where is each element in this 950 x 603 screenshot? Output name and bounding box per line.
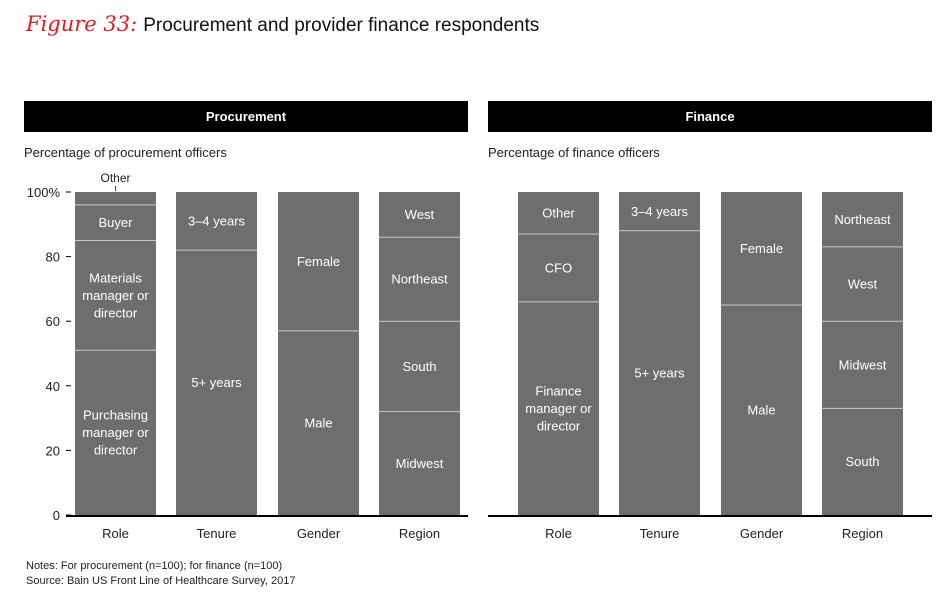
- finance-bar-segment: [619, 230, 700, 515]
- procurement-segment-label: Purchasing manager or director: [82, 408, 149, 458]
- notes-text: Notes: For procurement (n=100); for fina…: [26, 560, 283, 572]
- finance-bar-segment: [619, 192, 700, 231]
- finance-category-label: Gender: [740, 526, 784, 541]
- procurement-bar-segment: [379, 237, 460, 322]
- procurement-category-label: Tenure: [197, 526, 237, 541]
- finance-segment-label: CFO: [545, 260, 572, 275]
- finance-segment-label: Other: [542, 205, 575, 220]
- procurement-segment-label: South: [403, 359, 437, 374]
- procurement-bar-segment: [278, 330, 359, 515]
- finance-segment-label: 5+ years: [634, 365, 685, 380]
- finance-bar-segment: [518, 233, 599, 302]
- finance-segment-label: 3–4 years: [631, 204, 689, 219]
- procurement-y-tick-label: 60: [46, 314, 60, 329]
- finance-category-label: Region: [842, 526, 883, 541]
- procurement-y-tick-label: 20: [46, 443, 60, 458]
- procurement-bar-segment: [75, 350, 156, 515]
- procurement-segment-label: 5+ years: [191, 375, 242, 390]
- finance-segment-label: Finance manager or director: [525, 383, 592, 433]
- y-axis-label-procurement: Percentage of procurement officers: [24, 145, 227, 160]
- procurement-bar-segment: [176, 250, 257, 515]
- procurement-segment-label: Female: [297, 254, 340, 269]
- finance-bar-segment: [518, 301, 599, 515]
- finance-segment-label: Midwest: [839, 357, 887, 372]
- finance-segment-label: South: [846, 454, 880, 469]
- finance-category-label: Role: [545, 526, 572, 541]
- finance-segment-label: Northeast: [834, 212, 891, 227]
- procurement-category-label: Gender: [297, 526, 341, 541]
- procurement-bar-segment: [75, 204, 156, 241]
- finance-bar-segment: [518, 192, 599, 234]
- source-text: Source: Bain US Front Line of Healthcare…: [26, 575, 296, 587]
- procurement-segment-label: Male: [304, 415, 332, 430]
- finance-segment-label: Female: [740, 241, 783, 256]
- panel-header-procurement: Procurement: [24, 101, 468, 132]
- finance-segment-label: Male: [747, 403, 775, 418]
- procurement-bar-segment: [75, 240, 156, 351]
- procurement-y-tick-label: 0: [53, 508, 60, 523]
- procurement-segment-label: Midwest: [396, 456, 444, 471]
- finance-bar-segment: [822, 321, 903, 409]
- procurement-segment-label: West: [405, 207, 435, 222]
- procurement-y-tick-label: 40: [46, 379, 60, 394]
- procurement-category-label: Region: [399, 526, 440, 541]
- procurement-bar-segment: [379, 321, 460, 412]
- finance-bar-segment: [822, 408, 903, 515]
- notes-block: Notes: For procurement (n=100); for fina…: [26, 559, 295, 589]
- procurement-segment-label: 3–4 years: [188, 214, 246, 229]
- figure-title-text: Procurement and provider finance respond…: [143, 15, 540, 36]
- procurement-segment-label: Materials manager or director: [82, 270, 149, 320]
- procurement-bar-segment: [379, 411, 460, 515]
- procurement-segment-label: Northeast: [391, 272, 448, 287]
- procurement-y-tick-label: 80: [46, 250, 60, 265]
- procurement-bar-segment: [176, 192, 257, 251]
- finance-bar-segment: [721, 305, 802, 515]
- y-axis-label-finance: Percentage of finance officers: [488, 145, 660, 160]
- finance-category-label: Tenure: [640, 526, 680, 541]
- procurement-bar-segment: [379, 192, 460, 238]
- procurement-bar-segment: [75, 192, 156, 205]
- figure-title: Figure 33: Procurement and provider finan…: [26, 12, 539, 37]
- figure-label: Figure 33:: [26, 12, 138, 36]
- procurement-category-label: Role: [102, 526, 129, 541]
- procurement-bar-segment: [278, 192, 359, 331]
- procurement-segment-label: Other: [100, 171, 130, 185]
- finance-bar-segment: [721, 192, 802, 306]
- procurement-segment-label: Buyer: [99, 215, 134, 230]
- panel-header-finance: Finance: [488, 101, 932, 132]
- finance-bar-segment: [822, 192, 903, 247]
- procurement-y-tick-label: 100%: [27, 185, 61, 200]
- finance-bar-segment: [822, 246, 903, 322]
- finance-segment-label: West: [848, 277, 878, 292]
